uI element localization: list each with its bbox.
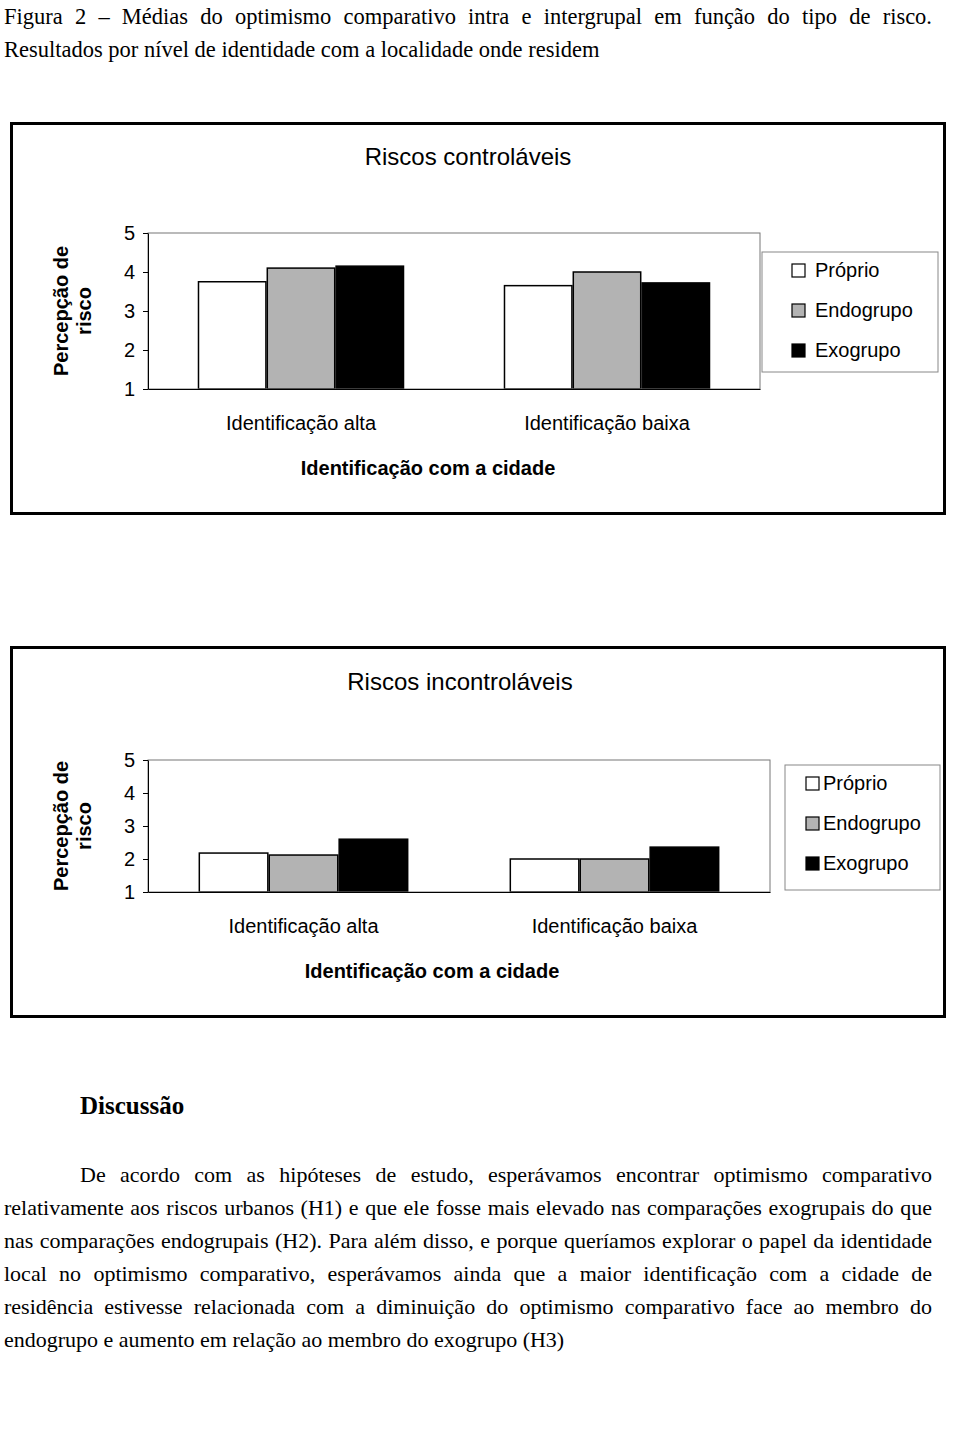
y-tick-label: 5 bbox=[124, 749, 135, 771]
figure-caption: Figura 2 – Médias do optimismo comparati… bbox=[4, 0, 932, 66]
y-axis-line bbox=[148, 761, 149, 893]
legend-label: Endogrupo bbox=[823, 812, 921, 834]
x-axis-title: Identificação com a cidade bbox=[305, 960, 560, 982]
legend: Próprio Endogrupo Exogrupo bbox=[762, 252, 938, 372]
bar bbox=[573, 272, 640, 389]
x-tick: Identificação alta bbox=[226, 389, 377, 434]
bar bbox=[269, 855, 338, 892]
legend-swatch bbox=[806, 817, 819, 830]
x-tick: Identificação alta bbox=[228, 892, 379, 937]
x-axis-title: Identificação com a cidade bbox=[301, 457, 556, 479]
y-axis-line bbox=[148, 234, 149, 390]
x-tick: Identificação baixa bbox=[524, 389, 691, 434]
x-tick: Identificação baixa bbox=[532, 892, 699, 937]
y-tick-mark bbox=[143, 233, 148, 234]
legend: Próprio Endogrupo Exogrupo bbox=[785, 765, 940, 890]
x-tick-label: Identificação alta bbox=[226, 412, 377, 434]
y-tick: 4 bbox=[124, 782, 148, 804]
bar bbox=[267, 268, 334, 389]
bars bbox=[198, 266, 709, 389]
x-axis: Identificação alta Identificação baixa bbox=[149, 892, 771, 937]
y-tick: 2 bbox=[124, 848, 148, 870]
x-tick-label: Identificação baixa bbox=[524, 412, 691, 434]
y-axis: 1 2 3 4 5 bbox=[124, 222, 149, 400]
bar bbox=[580, 859, 649, 892]
y-axis-title: Percepção derisco bbox=[50, 761, 95, 891]
legend-label: Endogrupo bbox=[815, 299, 913, 321]
section-heading: Discussão bbox=[80, 1092, 184, 1120]
y-tick-label: 2 bbox=[124, 339, 135, 361]
y-tick-mark bbox=[143, 311, 148, 312]
y-tick-label: 1 bbox=[124, 378, 135, 400]
legend-swatch bbox=[806, 777, 819, 790]
y-axis-title: Percepção derisco bbox=[50, 246, 95, 376]
y-tick-mark bbox=[143, 350, 148, 351]
y-tick-mark bbox=[143, 389, 148, 390]
y-tick-label: 1 bbox=[124, 881, 135, 903]
chart: Riscos controláveis 1 2 3 4 5 Identificação al… bbox=[10, 122, 946, 515]
plot-frame bbox=[148, 233, 760, 389]
x-axis-line bbox=[149, 892, 771, 893]
y-tick-label: 4 bbox=[124, 782, 135, 804]
y-axis-title-line: Percepção de bbox=[50, 246, 72, 376]
plot: 1 2 3 4 5 Identificação alta Identificação bai… bbox=[124, 749, 771, 937]
x-tick-label: Identificação baixa bbox=[532, 915, 699, 937]
y-tick: 5 bbox=[124, 222, 148, 244]
bar bbox=[642, 283, 709, 389]
chart-title: Riscos incontroláveis bbox=[347, 668, 572, 695]
chart-border bbox=[12, 124, 945, 514]
y-tick: 1 bbox=[124, 378, 148, 400]
y-axis: 1 2 3 4 5 bbox=[124, 749, 149, 903]
chart-title: Riscos controláveis bbox=[365, 143, 572, 170]
legend-label: Próprio bbox=[815, 259, 879, 281]
legend-label: Exogrupo bbox=[815, 339, 901, 361]
bars bbox=[199, 839, 718, 892]
legend-label: Próprio bbox=[823, 772, 887, 794]
y-axis-title-line: Percepção de bbox=[50, 761, 72, 891]
y-tick-mark bbox=[143, 760, 148, 761]
y-tick-label: 5 bbox=[124, 222, 135, 244]
y-tick: 2 bbox=[124, 339, 148, 361]
y-tick-label: 3 bbox=[124, 815, 135, 837]
y-tick-label: 3 bbox=[124, 300, 135, 322]
chart-border bbox=[12, 648, 945, 1017]
bar bbox=[650, 847, 719, 892]
chart: Riscos incontroláveis 1 2 3 4 5 Identificação … bbox=[10, 646, 946, 1018]
y-tick-mark bbox=[143, 826, 148, 827]
bar bbox=[199, 853, 268, 892]
legend-box bbox=[785, 765, 940, 890]
y-tick: 5 bbox=[124, 749, 148, 771]
x-axis-line bbox=[149, 389, 761, 390]
y-tick: 3 bbox=[124, 300, 148, 322]
plot-frame bbox=[148, 760, 770, 892]
y-tick-mark bbox=[143, 793, 148, 794]
legend-swatch bbox=[806, 857, 819, 870]
legend-swatch bbox=[792, 304, 805, 317]
legend-swatch bbox=[792, 344, 805, 357]
y-tick: 1 bbox=[124, 881, 148, 903]
paragraph: De acordo com as hipóteses de estudo, es… bbox=[4, 1158, 932, 1356]
y-axis-title-line: risco bbox=[73, 802, 95, 850]
y-tick: 3 bbox=[124, 815, 148, 837]
y-tick-mark bbox=[143, 892, 148, 893]
legend-swatch bbox=[792, 264, 805, 277]
y-tick-mark bbox=[143, 272, 148, 273]
bar bbox=[339, 839, 408, 892]
x-axis: Identificação alta Identificação baixa bbox=[149, 389, 761, 434]
plot: 1 2 3 4 5 Identificação alta Identificação bai… bbox=[124, 222, 761, 434]
bar bbox=[510, 859, 579, 892]
x-tick-label: Identificação alta bbox=[228, 915, 379, 937]
y-tick-label: 4 bbox=[124, 261, 135, 283]
y-tick-mark bbox=[143, 859, 148, 860]
y-axis-title-line: risco bbox=[73, 287, 95, 335]
y-tick: 4 bbox=[124, 261, 148, 283]
legend-label: Exogrupo bbox=[823, 852, 909, 874]
bar bbox=[198, 282, 265, 389]
legend-box bbox=[762, 252, 938, 372]
y-tick-label: 2 bbox=[124, 848, 135, 870]
bar bbox=[504, 286, 571, 389]
bar bbox=[336, 266, 403, 389]
